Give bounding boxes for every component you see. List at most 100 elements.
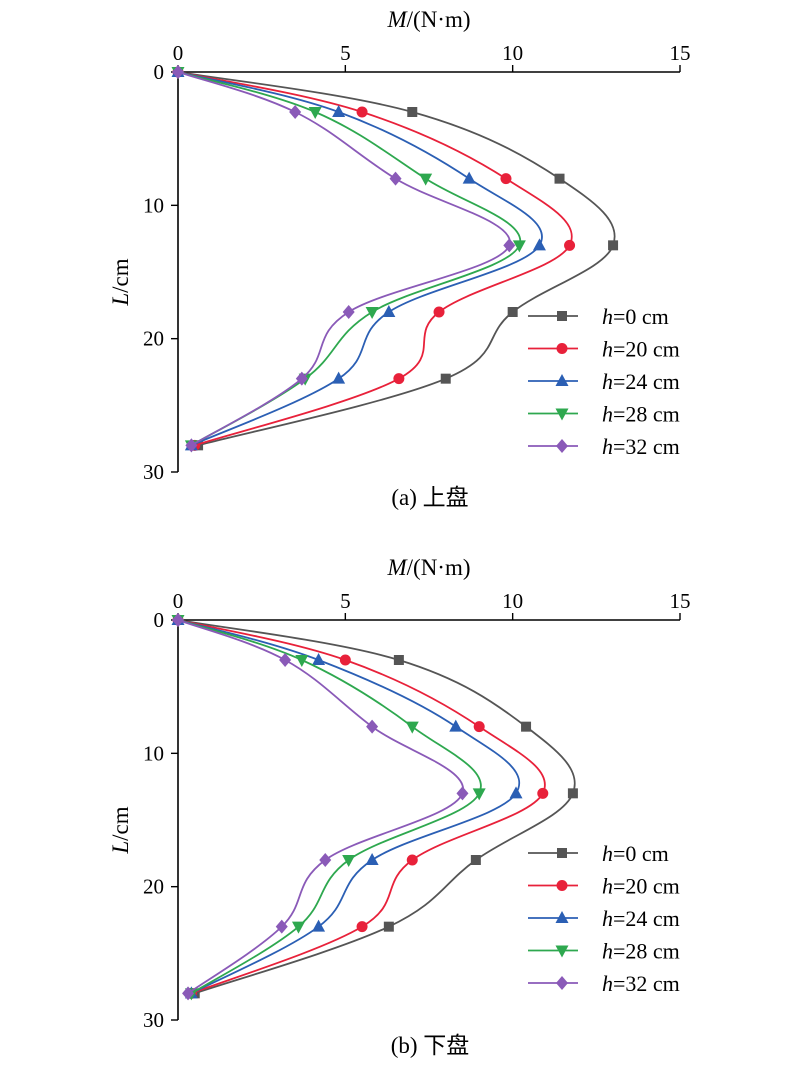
data-point [470, 855, 481, 865]
data-point [419, 173, 433, 186]
legend-marker [557, 848, 567, 858]
data-point [393, 655, 404, 665]
legend-item: h=20 cm [528, 337, 680, 362]
data-point [405, 721, 419, 734]
data-point [332, 371, 346, 384]
data-point [339, 654, 351, 666]
data-point [289, 105, 302, 119]
legend-item: h=28 cm [528, 939, 680, 964]
legend-item: h=32 cm [528, 434, 680, 459]
legend-item: h=20 cm [528, 874, 680, 899]
x-tick-label: 15 [670, 589, 691, 613]
data-point [503, 238, 516, 253]
legend-marker [556, 880, 568, 891]
chart-panel-2: 0 5 10 15 0 10 20 30 M/(N·m) L/cm h=0 cm h=20 cm h=2… [108, 555, 691, 1058]
data-point [182, 986, 195, 1001]
legend-item: h=0 cm [528, 841, 669, 866]
y-tick-label: 0 [154, 608, 165, 632]
series-3 [171, 613, 523, 999]
data-point [507, 307, 518, 317]
y-axis-label: L/cm [108, 258, 133, 306]
data-point [407, 107, 418, 117]
series-line [177, 619, 521, 995]
legend-label: h=24 cm [602, 369, 680, 394]
y-tick-label: 10 [143, 741, 164, 765]
data-point [564, 239, 576, 251]
data-point [356, 106, 368, 118]
data-point [172, 613, 184, 627]
data-point [172, 65, 184, 79]
data-point [512, 240, 526, 253]
legend-marker [555, 374, 569, 386]
data-point [185, 438, 198, 453]
data-point [393, 373, 405, 385]
x-tick-label: 5 [340, 41, 351, 65]
series-2 [172, 66, 576, 451]
legend-label: h=20 cm [602, 874, 680, 899]
data-point [366, 719, 379, 734]
data-point [554, 173, 565, 184]
data-point [472, 788, 486, 801]
data-point [332, 105, 346, 117]
data-point [389, 171, 402, 186]
series-line [177, 619, 482, 995]
data-point [342, 855, 356, 867]
series-2 [172, 614, 549, 999]
data-point [433, 306, 445, 318]
series-5 [172, 613, 469, 1001]
series-line [177, 71, 522, 447]
x-tick-label: 0 [173, 589, 184, 613]
y-tick-label: 30 [143, 460, 164, 484]
legend-label: h=0 cm [602, 841, 669, 866]
x-tick-label: 5 [340, 589, 351, 613]
data-point [509, 786, 523, 799]
data-point [456, 786, 469, 801]
data-point [275, 919, 288, 934]
legend: h=0 cm h=20 cm h=24 cm h=28 cm h=32 cm [528, 841, 680, 996]
y-tick-label: 20 [143, 875, 164, 899]
data-point [365, 853, 379, 865]
data-point [500, 173, 512, 185]
data-point [291, 921, 305, 934]
series-line [177, 71, 616, 447]
data-point [383, 921, 394, 932]
legend-item: h=32 cm [528, 971, 680, 996]
chart-panel-1: 0 5 10 15 0 10 20 30 M/(N·m) L/cm h=0 cm h=20 cm h=2… [108, 7, 691, 510]
data-point [312, 919, 326, 932]
data-point [319, 853, 332, 867]
data-point [308, 107, 322, 119]
y-tick-label: 10 [143, 193, 164, 217]
series-4 [171, 67, 526, 453]
data-point [537, 787, 549, 799]
legend-marker [555, 945, 569, 958]
legend-item: h=24 cm [528, 369, 680, 394]
legend-item: h=0 cm [528, 304, 669, 329]
data-point [449, 719, 463, 732]
series-line [177, 71, 573, 447]
data-point [382, 305, 396, 317]
data-point [440, 373, 451, 384]
data-point [342, 305, 355, 319]
legend: h=0 cm h=20 cm h=24 cm h=28 cm h=32 cm [528, 304, 680, 459]
x-axis-label: M/(N·m) [386, 7, 470, 32]
data-point [312, 653, 326, 665]
data-point [567, 788, 578, 799]
series-3 [171, 65, 546, 451]
data-point [473, 721, 485, 733]
legend-label: h=32 cm [602, 434, 680, 459]
data-point [295, 371, 308, 386]
x-tick-label: 15 [670, 41, 691, 65]
x-tick-label: 0 [173, 41, 184, 65]
figure-caption: (b) 下盘 [391, 1033, 470, 1058]
legend-marker [555, 911, 569, 923]
legend-label: h=20 cm [602, 337, 680, 362]
data-point [365, 307, 379, 319]
legend-marker [556, 343, 568, 354]
series-line [177, 619, 464, 995]
y-tick-label: 20 [143, 327, 164, 351]
x-axis-label: M/(N·m) [386, 555, 470, 580]
legend-marker [556, 976, 568, 990]
data-point [532, 238, 546, 251]
data-point [406, 854, 418, 866]
